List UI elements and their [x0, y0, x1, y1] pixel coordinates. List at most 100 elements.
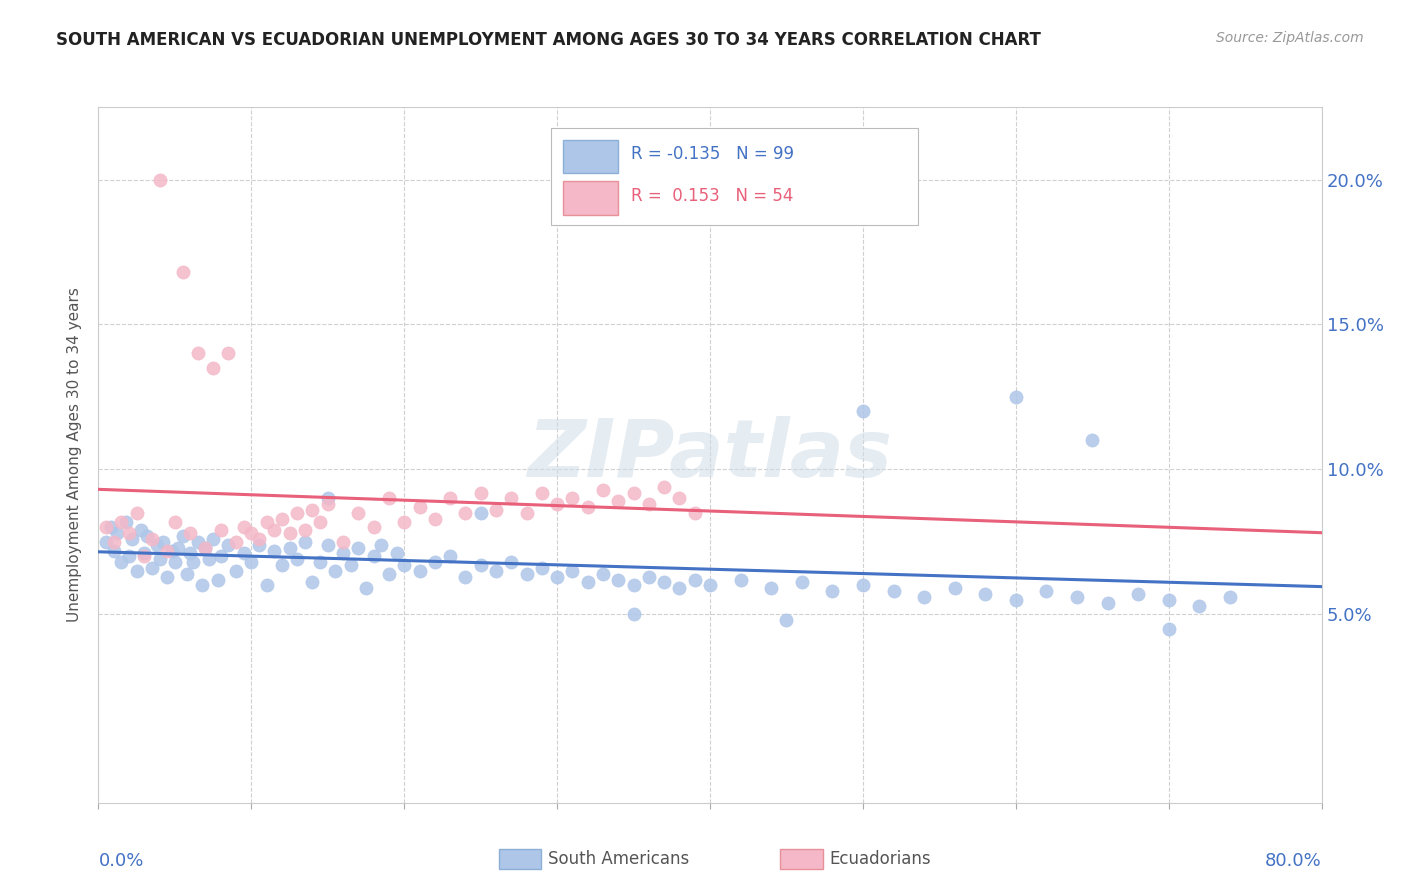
Point — [285, 506, 308, 520]
Point — [110, 515, 132, 529]
Point — [363, 549, 385, 564]
Point — [256, 515, 278, 529]
Point — [1004, 390, 1026, 404]
Point — [207, 573, 229, 587]
Point — [179, 526, 201, 541]
Point — [256, 578, 278, 592]
Point — [683, 573, 706, 587]
Point — [392, 558, 416, 573]
Point — [423, 511, 446, 525]
Point — [546, 570, 568, 584]
Point — [730, 573, 752, 587]
Point — [209, 549, 232, 564]
Point — [156, 543, 179, 558]
Point — [202, 532, 225, 546]
Point — [115, 515, 138, 529]
Point — [156, 570, 179, 584]
Point — [1157, 622, 1180, 636]
Point — [217, 538, 239, 552]
Point — [187, 534, 209, 549]
Point — [516, 566, 538, 581]
Point — [149, 552, 172, 566]
Point — [485, 564, 508, 578]
Point — [145, 538, 167, 552]
Point — [501, 491, 523, 506]
Point — [247, 532, 270, 546]
Point — [232, 520, 254, 534]
Point — [225, 564, 247, 578]
Point — [141, 532, 163, 546]
Point — [278, 526, 301, 541]
Point — [408, 500, 430, 514]
FancyBboxPatch shape — [564, 181, 619, 215]
Point — [167, 541, 190, 555]
Point — [592, 566, 614, 581]
Point — [439, 491, 461, 506]
Point — [160, 543, 183, 558]
Point — [439, 549, 461, 564]
Point — [470, 558, 492, 573]
Point — [852, 578, 875, 592]
Text: R = -0.135   N = 99: R = -0.135 N = 99 — [630, 145, 793, 163]
Point — [270, 511, 292, 525]
Point — [392, 515, 416, 529]
Point — [181, 555, 204, 569]
Point — [301, 575, 323, 590]
Point — [179, 546, 201, 561]
Point — [110, 555, 132, 569]
Point — [943, 582, 966, 596]
Point — [561, 491, 583, 506]
Point — [332, 534, 354, 549]
FancyBboxPatch shape — [564, 140, 619, 173]
Text: 80.0%: 80.0% — [1265, 852, 1322, 870]
Point — [668, 582, 690, 596]
Point — [202, 361, 225, 376]
Point — [316, 491, 339, 506]
Point — [100, 520, 122, 534]
Point — [94, 534, 117, 549]
Point — [187, 346, 209, 360]
FancyBboxPatch shape — [551, 128, 918, 226]
Point — [485, 503, 508, 517]
Point — [370, 538, 392, 552]
Point — [607, 573, 630, 587]
Point — [301, 503, 323, 517]
Point — [378, 491, 401, 506]
Point — [232, 546, 254, 561]
Point — [623, 607, 645, 622]
Point — [172, 529, 194, 543]
Point — [1081, 434, 1104, 448]
Text: R =  0.153   N = 54: R = 0.153 N = 54 — [630, 187, 793, 205]
Point — [149, 172, 172, 186]
Y-axis label: Unemployment Among Ages 30 to 34 years: Unemployment Among Ages 30 to 34 years — [67, 287, 83, 623]
Point — [263, 523, 285, 537]
Point — [1219, 590, 1241, 604]
Point — [125, 506, 148, 520]
Point — [546, 497, 568, 511]
Point — [912, 590, 935, 604]
Point — [136, 529, 159, 543]
Point — [163, 555, 186, 569]
Point — [194, 541, 217, 555]
Point — [363, 520, 385, 534]
Point — [516, 506, 538, 520]
Point — [974, 587, 997, 601]
Point — [176, 566, 198, 581]
Point — [209, 523, 232, 537]
Point — [197, 552, 219, 566]
Point — [1066, 590, 1088, 604]
Point — [576, 575, 599, 590]
Point — [652, 480, 675, 494]
Point — [309, 515, 332, 529]
Point — [385, 546, 408, 561]
Point — [1128, 587, 1150, 601]
Point — [378, 566, 401, 581]
Point — [1157, 592, 1180, 607]
Point — [103, 543, 125, 558]
Point — [134, 546, 156, 561]
Point — [408, 564, 430, 578]
Point — [125, 564, 148, 578]
Point — [576, 500, 599, 514]
Point — [103, 534, 125, 549]
Text: ZIPatlas: ZIPatlas — [527, 416, 893, 494]
